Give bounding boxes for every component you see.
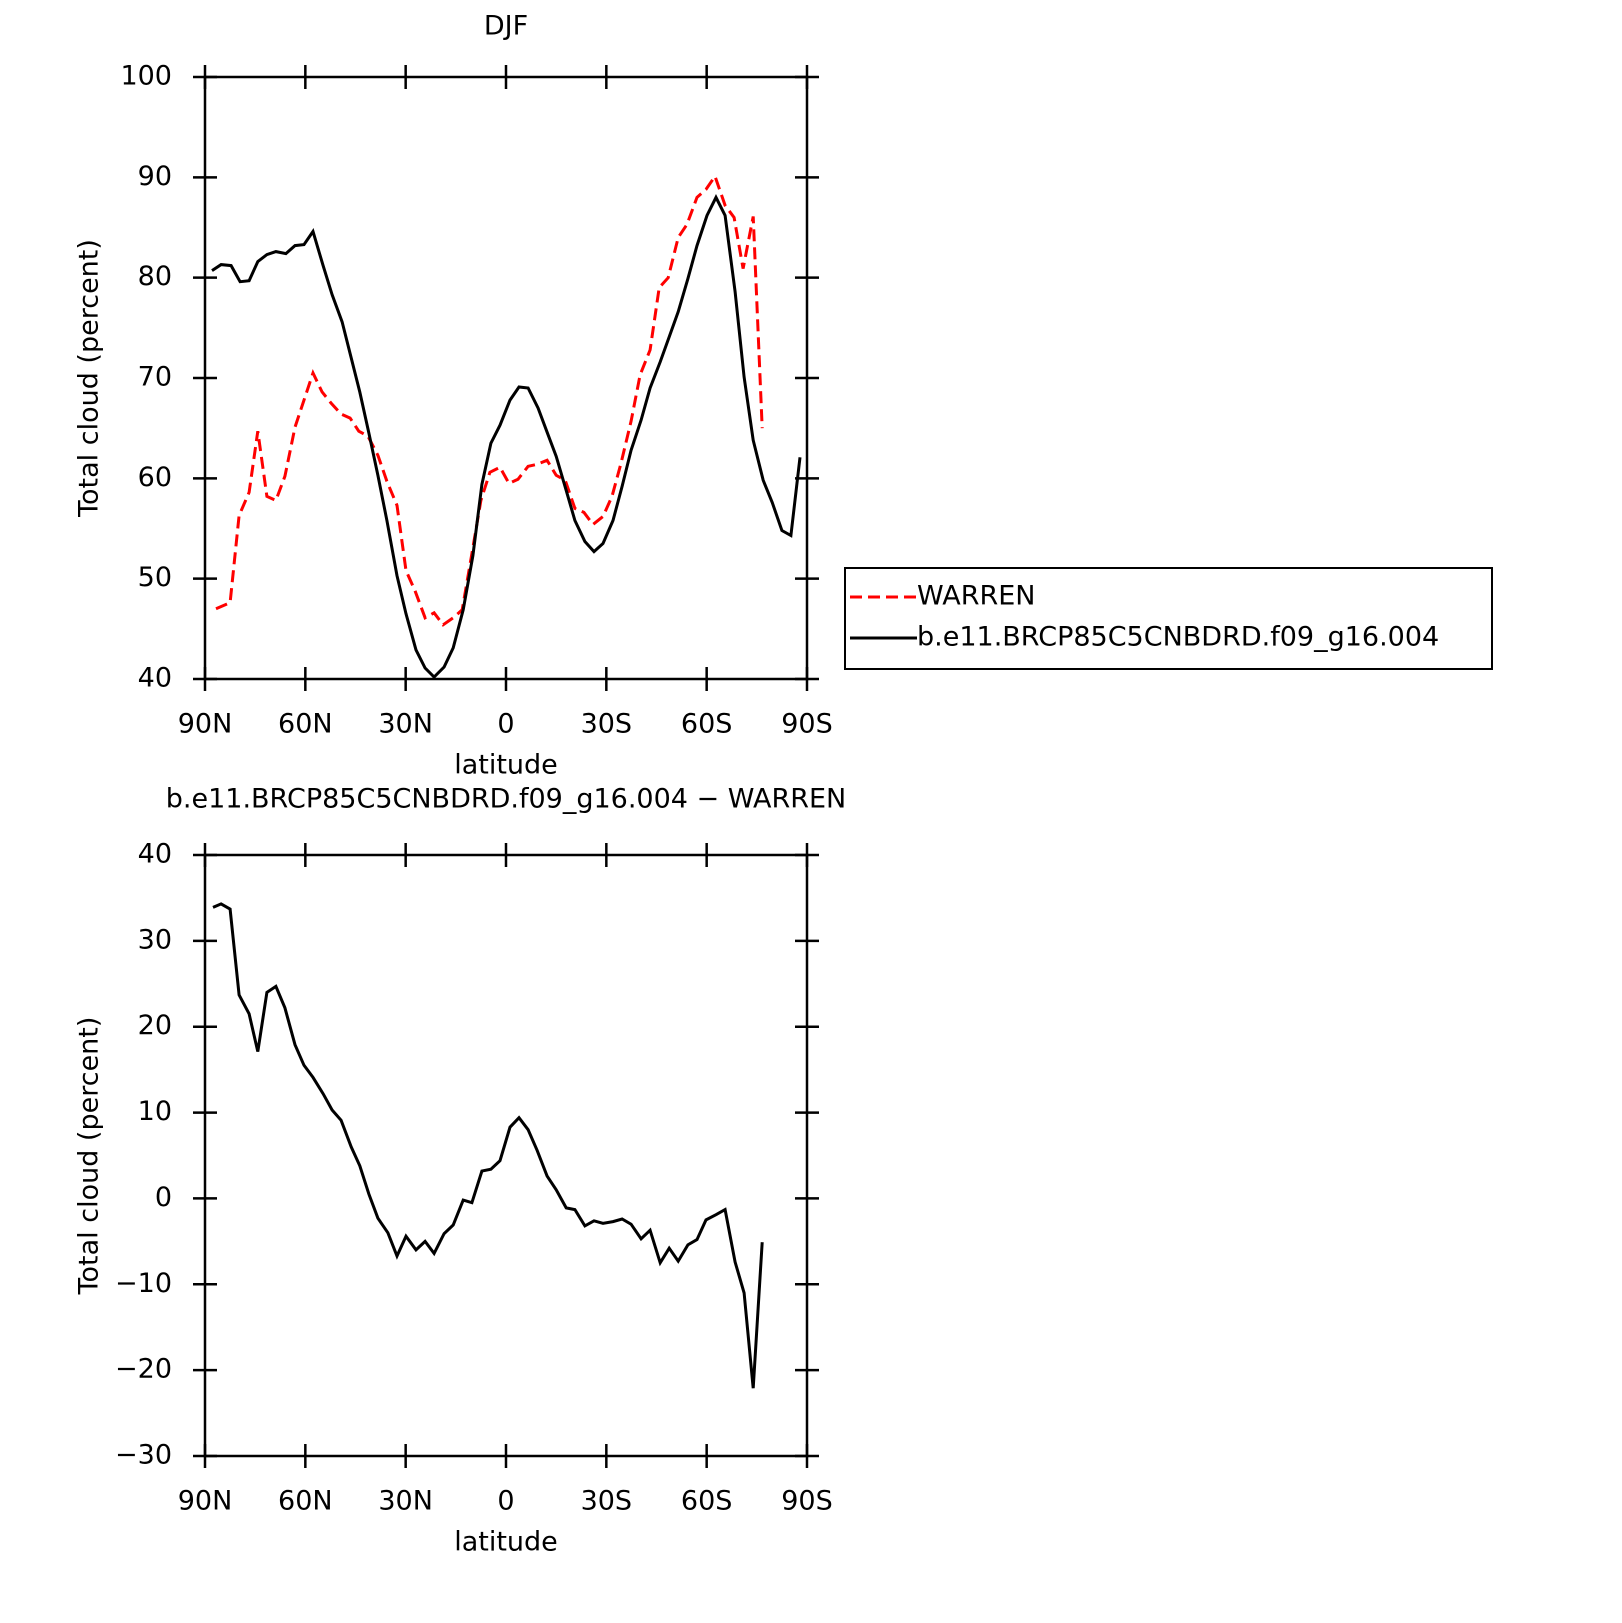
y-tick-label: 40: [138, 839, 172, 870]
data-line: [211, 194, 802, 680]
x-tick-label: 90N: [178, 709, 233, 740]
y-axis-label: Total cloud (percent): [74, 1017, 105, 1296]
y-tick-label: 80: [138, 261, 172, 292]
legend-label: WARREN: [917, 581, 1035, 612]
y-tick-label: −30: [115, 1440, 172, 1471]
chart-title: DJF: [484, 11, 528, 42]
data-line: [215, 173, 764, 627]
y-tick-label: 10: [138, 1096, 172, 1127]
x-tick-label: 90S: [781, 1486, 833, 1517]
x-tick-label: 30S: [581, 1486, 633, 1517]
x-tick-label: 60N: [278, 709, 333, 740]
y-tick-label: 70: [138, 362, 172, 393]
x-tick-label: 60S: [681, 709, 733, 740]
y-tick-label: 90: [138, 161, 172, 192]
x-tick-label: 90N: [178, 1486, 233, 1517]
y-tick-label: −20: [115, 1354, 172, 1385]
plot-frame: [203, 853, 809, 1458]
x-tick-label: 30N: [378, 1486, 433, 1517]
y-tick-label: 100: [120, 61, 172, 92]
x-axis-label: latitude: [454, 750, 558, 781]
y-axis-label: Total cloud (percent): [74, 239, 105, 518]
y-tick-label: 60: [138, 462, 172, 493]
y-tick-label: 40: [138, 663, 172, 694]
data-line: [212, 902, 764, 1389]
y-tick-label: 30: [138, 924, 172, 955]
x-tick-label: 0: [497, 1486, 514, 1517]
x-tick-label: 30N: [378, 709, 433, 740]
x-tick-label: 60S: [681, 1486, 733, 1517]
x-axis-label: latitude: [454, 1527, 558, 1558]
x-tick-label: 60N: [278, 1486, 333, 1517]
y-tick-label: 50: [138, 562, 172, 593]
chart-title: b.e11.BRCP85C5CNBDRD.f09_g16.004 − WARRE…: [166, 784, 846, 815]
legend-box: [844, 567, 1493, 670]
y-tick-label: 0: [155, 1182, 172, 1213]
y-tick-label: −10: [115, 1268, 172, 1299]
x-tick-label: 0: [497, 709, 514, 740]
y-tick-label: 20: [138, 1010, 172, 1041]
x-tick-label: 30S: [581, 709, 633, 740]
legend-label: b.e11.BRCP85C5CNBDRD.f09_g16.004: [917, 622, 1439, 653]
x-tick-label: 90S: [781, 709, 833, 740]
plot-frame: [203, 75, 809, 681]
